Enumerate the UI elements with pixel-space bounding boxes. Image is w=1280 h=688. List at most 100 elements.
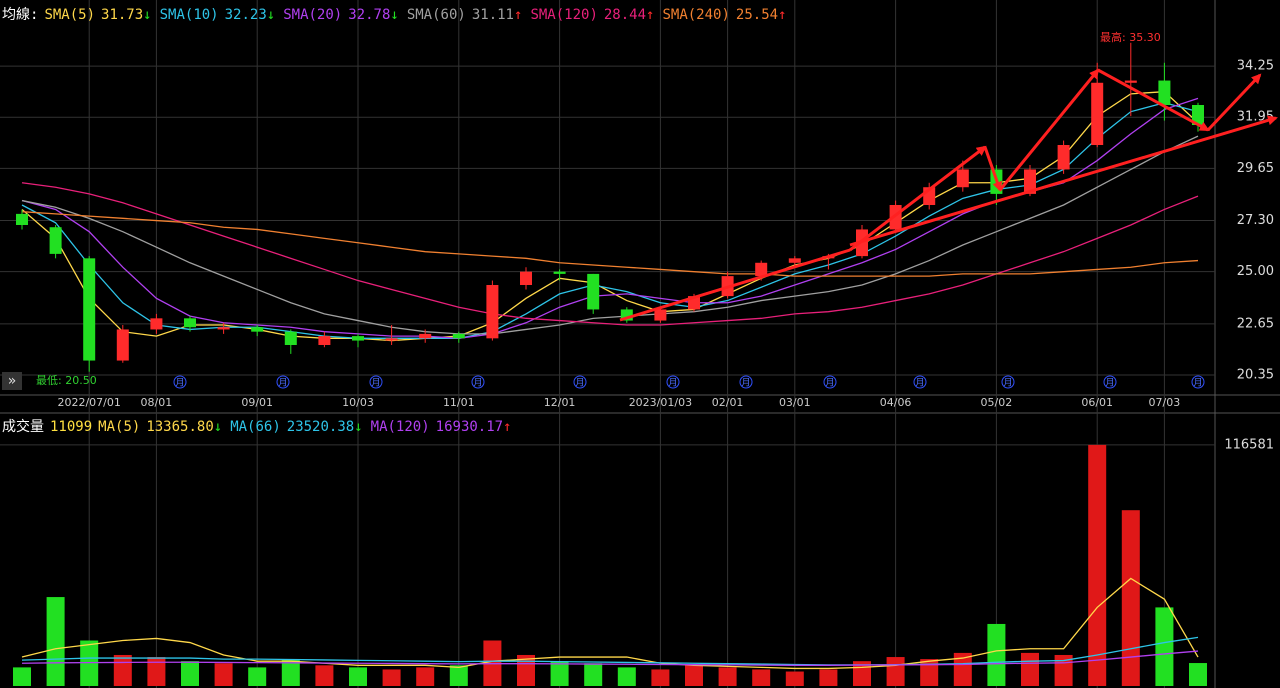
volume-bar [13,667,31,686]
legend-value: 25.54 [735,7,779,23]
legend-value: 31.73 [101,7,144,23]
event-marker-label: 月 [278,378,287,389]
volume-bar [1088,444,1107,686]
x-tick-label: 08/01 [141,396,173,409]
legend-value: 13365.80 [146,419,214,435]
legend-name: SMA(120) [530,7,598,23]
event-marker [913,375,927,389]
legend-name: MA(5) [98,419,141,435]
x-tick-label: 02/01 [712,396,744,409]
y-tick-label: 31.95 [1237,110,1274,125]
volume-bar [248,667,267,686]
event-marker [471,375,485,389]
event-marker [369,375,383,389]
event-marker-label: 月 [1105,378,1114,389]
legend-trend: ↑ [503,419,512,435]
x-tick-label: 2023/01/03 [629,396,692,409]
candle-body [352,336,364,341]
event-marker [823,375,837,389]
candle-body [788,258,801,263]
event-marker [666,375,680,389]
x-tick-label: 11/01 [443,396,475,409]
candle-body [284,331,297,345]
x-tick-label: 12/01 [544,396,576,409]
x-tick-label: 05/02 [981,396,1013,409]
candle-body [318,336,331,345]
event-marker-label: 月 [1193,378,1202,389]
volume-bar [651,669,670,686]
low-annotation: 最低: 20.50 [36,374,97,387]
trend-arrow [1206,73,1262,132]
y-tick-label: 116581 [1224,437,1274,452]
volume-bar [1155,607,1174,686]
event-marker-label: 月 [668,378,677,389]
volume-bar [819,669,838,686]
y-tick-label: 22.65 [1237,316,1274,331]
volume-bar [1021,652,1039,686]
trend-line [619,248,851,322]
legend-name: SMA(20) [283,7,343,23]
legend-trend: ↓ [213,419,223,435]
ma-line [21,182,1199,326]
event-marker [276,375,290,389]
volume-bar [718,667,737,686]
volume-bar [281,659,300,686]
legend-trend: ↓ [354,419,363,435]
volume-bar [920,659,939,686]
ma-line [21,135,1199,335]
ma-line [21,97,1199,339]
candle-body [16,213,28,225]
volume-bar [416,667,435,686]
candle-body [150,318,163,330]
legend-trend: ↓ [266,7,276,23]
trend-arrow [983,146,1003,192]
volume-bar [449,665,468,686]
volume-bar [46,597,65,686]
legend-value: 11099 [50,419,93,435]
volume-bar [181,661,199,686]
event-marker-label: 月 [175,378,184,389]
event-marker-label: 月 [741,378,750,389]
volume-bar [987,623,1006,686]
candle-body [520,271,532,285]
volume-bar [953,652,972,686]
event-marker [1103,375,1117,389]
trend-arrows [619,68,1278,322]
legend-name: MA(120) [370,419,430,435]
legend-trend: ↓ [143,7,152,23]
trend-arrow [998,68,1100,191]
volume-bar [113,654,132,686]
candle-body [956,169,969,188]
candle-body [1024,169,1036,194]
high-annotation: 最高: 35.30 [1100,30,1161,44]
volume-bar [1121,510,1140,686]
candle-body [654,309,667,321]
candle-body [452,333,465,339]
legend-name: SMA(240) [662,7,730,23]
x-tick-label: 2022/07/01 [57,396,120,409]
expand-button[interactable]: » [2,372,22,390]
volume-bar [349,667,367,686]
x-tick-label: 10/03 [342,396,374,409]
volume-bar [785,671,804,686]
candle-body [385,338,398,341]
candle-body [116,329,129,361]
legend-title: 均線: [2,7,39,23]
event-marker [1191,375,1205,389]
event-marker [173,375,187,389]
candle-body [1158,80,1171,105]
event-marker-label: 月 [575,378,584,389]
trend-arrow [1097,68,1210,132]
volume-bar [517,654,535,686]
ma-line [21,90,1199,342]
candle-body [553,271,566,274]
x-tick-label: 07/03 [1149,396,1181,409]
legend-trend: ↓ [390,7,399,23]
volume-bar [550,661,569,686]
event-marker-label: 月 [1003,378,1012,389]
event-marker [739,375,753,389]
legend-name: MA(66) [230,419,281,435]
y-tick-label: 27.30 [1237,213,1274,228]
